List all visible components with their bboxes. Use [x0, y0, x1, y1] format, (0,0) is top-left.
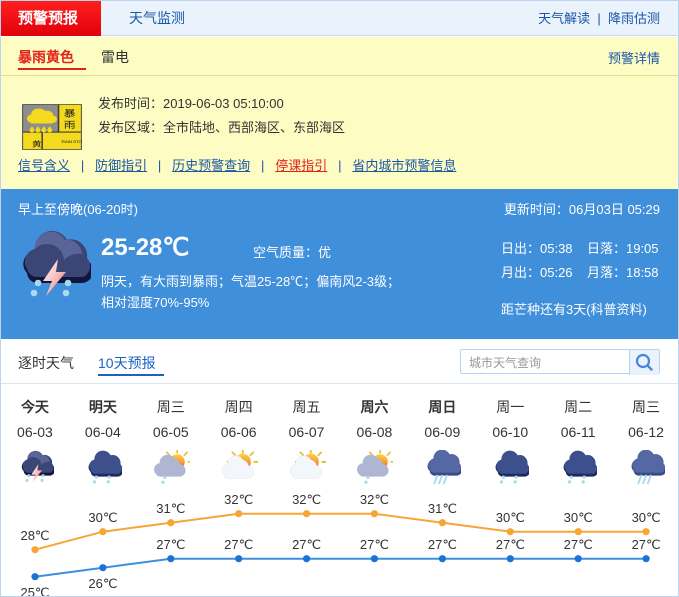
svg-text:暴: 暴 — [64, 109, 76, 119]
svg-text:雨: 雨 — [64, 120, 76, 130]
svg-text:黄: 黄 — [32, 140, 42, 149]
svg-text:RAIN STORM: RAIN STORM — [62, 140, 82, 144]
